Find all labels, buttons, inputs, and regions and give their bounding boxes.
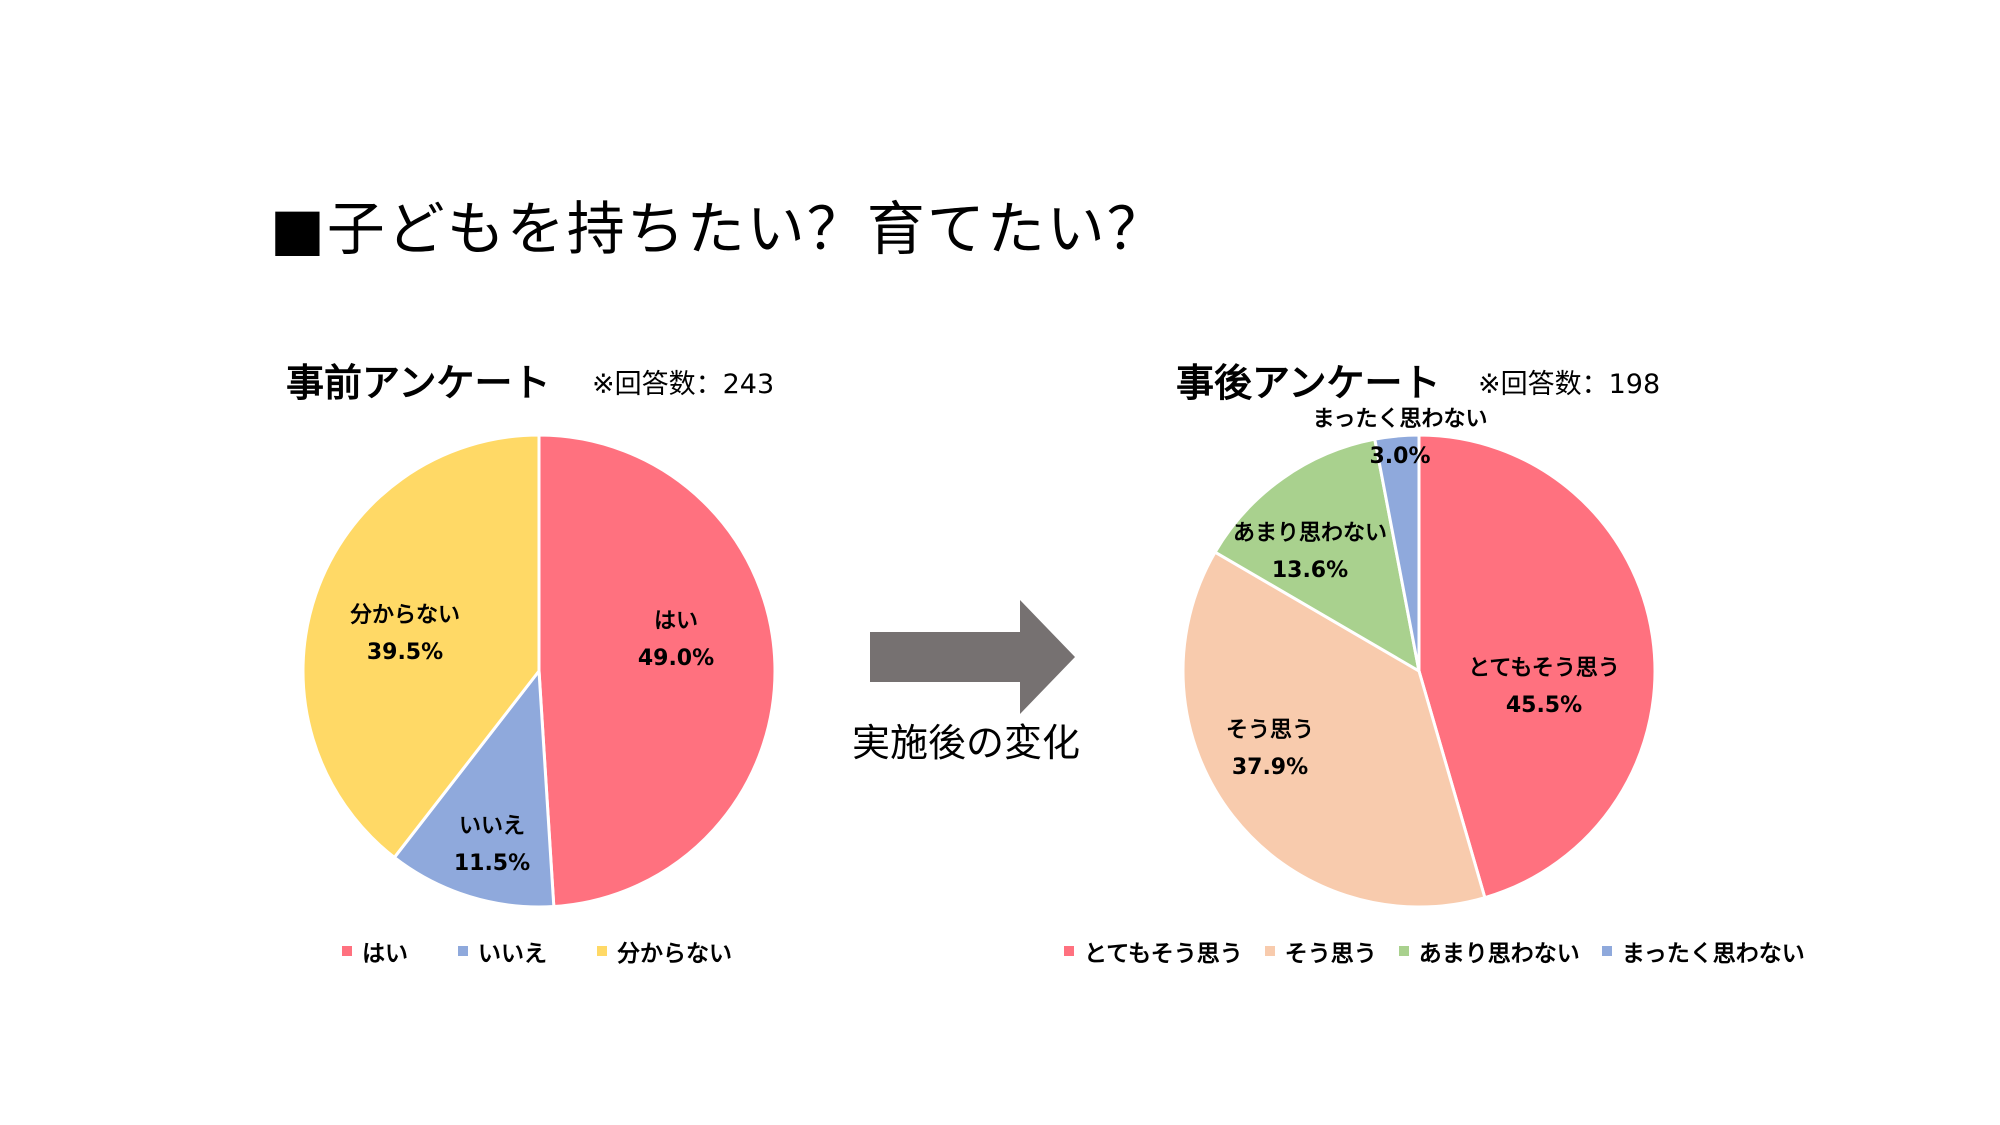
data-label-value: 11.5% [454, 851, 530, 876]
legend-item: そう思う [1264, 934, 1377, 968]
data-label-category: とてもそう思う [1468, 656, 1620, 681]
pie-slice-4 [1373, 433, 1421, 672]
right-arrow-icon [870, 600, 1075, 714]
legend-swatch [1264, 946, 1275, 956]
legend-item: とてもそう思う [1064, 934, 1243, 968]
data-label-category: そう思う [1226, 718, 1314, 743]
legend-label: はい [362, 941, 408, 967]
pre-survey-chart: 事前アンケート ※回答数：243 はい 49.0% いいえ 11.5% 分からない 39.… [286, 361, 777, 968]
legend-item: 分からない [597, 934, 732, 968]
pre-survey-pie: はい 49.0% いいえ 11.5% 分からない 39.5% [301, 433, 777, 909]
response-count-note: ※回答数：243 [592, 369, 775, 400]
data-label-category: まったく思わない [1312, 407, 1487, 432]
data-label: あまり思わない 13.6% [1233, 521, 1387, 583]
data-label: 分からない 39.5% [350, 603, 460, 665]
pie-slice-1 [537, 433, 777, 909]
legend-swatch [1601, 946, 1612, 956]
pie-slice-2 [1181, 550, 1487, 909]
data-label-value: 3.0% [1369, 444, 1430, 469]
data-label: はい 49.0% [638, 609, 714, 671]
legend-swatch [1398, 946, 1409, 956]
legend-item: あまり思わない [1398, 934, 1580, 968]
legend-label: 分からない [617, 941, 732, 967]
data-label-value: 13.6% [1272, 558, 1348, 583]
page-title: ■子どもを持ちたい？育てたい？ [270, 195, 1167, 263]
legend-swatch [342, 946, 352, 956]
pie-slice-1 [1417, 433, 1657, 900]
data-label: とてもそう思う 45.5% [1468, 656, 1620, 718]
pie-slice-2 [392, 666, 556, 909]
chart-legend: とてもそう思う そう思う あまり思わない まったく思わない [1064, 934, 1805, 968]
legend-label: とてもそう思う [1084, 941, 1243, 967]
legend-item: いいえ [458, 934, 547, 968]
data-label-category: はい [654, 609, 698, 634]
data-label-category: あまり思わない [1233, 521, 1387, 546]
data-label: いいえ 11.5% [454, 814, 530, 876]
legend-item: まったく思わない [1601, 934, 1805, 968]
data-label: そう思う 37.9% [1226, 718, 1314, 780]
legend-item: はい [342, 934, 408, 968]
legend-label: いいえ [478, 941, 547, 967]
chart-title: 事後アンケート [1176, 361, 1441, 405]
transition-label: 実施後の変化 [852, 721, 1081, 765]
data-label: まったく思わない 3.0% [1312, 407, 1487, 469]
data-label-category: 分からない [350, 603, 460, 628]
pie-slice-3 [1213, 437, 1422, 674]
data-label-category: いいえ [459, 814, 525, 839]
data-label-value: 49.0% [638, 646, 714, 671]
legend-label: あまり思わない [1418, 941, 1580, 967]
data-label-value: 45.5% [1506, 693, 1582, 718]
legend-label: そう思う [1284, 941, 1377, 967]
chart-legend: はい いいえ 分からない [342, 934, 732, 968]
chart-title: 事前アンケート [286, 361, 551, 405]
response-count-note: ※回答数：198 [1478, 369, 1661, 400]
legend-label: まったく思わない [1621, 941, 1805, 967]
legend-swatch [1064, 946, 1074, 956]
pie-slice-3 [301, 433, 541, 860]
legend-swatch [597, 946, 607, 956]
legend-swatch [458, 946, 468, 956]
data-label-value: 37.9% [1232, 755, 1308, 780]
data-label-value: 39.5% [367, 640, 443, 665]
